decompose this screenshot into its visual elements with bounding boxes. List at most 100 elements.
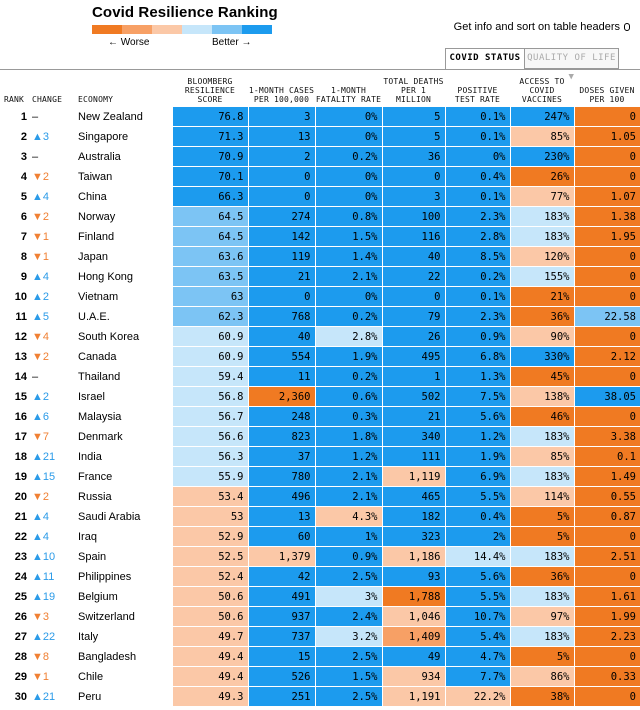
change-cell: ▲4: [32, 506, 78, 527]
fatality-cell: 1.9%: [314, 346, 382, 367]
score-cell: 55.9: [171, 466, 248, 487]
table-row[interactable]: 2 ▲3 Singapore 71.3 13 0% 5 0.1% 85% 1.05: [0, 126, 640, 147]
rank-cell: 1: [0, 106, 32, 127]
economy-cell: Israel: [78, 386, 172, 407]
cases-cell: 2,360: [247, 386, 315, 407]
table-row[interactable]: 3– Australia 70.9 2 0.2% 36 0% 230% 0: [0, 146, 640, 167]
vaccines-cell: 230%: [509, 146, 574, 167]
table-row[interactable]: 28 ▼8 Bangladesh 49.4 15 2.5% 49 4.7% 5% 0: [0, 646, 640, 667]
doses-cell: 0.87: [573, 506, 640, 527]
deaths-cell: 3: [381, 186, 445, 207]
table-row[interactable]: 30 ▲21 Peru 49.3 251 2.5% 1,191 22.2% 38% 0: [0, 686, 640, 707]
score-cell: 66.3: [171, 186, 248, 207]
table-row[interactable]: 9 ▲4 Hong Kong 63.5 21 2.1% 22 0.2% 155% 0: [0, 266, 640, 287]
header-vaccine-access[interactable]: ACCESS TO COVID VACCINES: [519, 77, 565, 104]
change-cell: ▼8: [32, 646, 78, 667]
fatality-cell: 0%: [314, 286, 382, 307]
table-row[interactable]: 17 ▼7 Denmark 56.6 823 1.8% 340 1.2% 183% 3.38: [0, 426, 640, 447]
header-positive-test-rate[interactable]: POSITIVE TEST RATE: [454, 86, 501, 104]
table-row[interactable]: 13 ▼2 Canada 60.9 554 1.9% 495 6.8% 330% 2.12: [0, 346, 640, 367]
fatality-cell: 0%: [314, 166, 382, 187]
table-row[interactable]: 22 ▲4 Iraq 52.9 60 1% 323 2% 5% 0: [0, 526, 640, 547]
positive-cell: 5.4%: [444, 626, 510, 647]
table-row[interactable]: 5 ▲4 China 66.3 0 0% 3 0.1% 77% 1.07: [0, 186, 640, 207]
fatality-cell: 2.8%: [314, 326, 382, 347]
cases-cell: 60: [247, 526, 315, 547]
change-cell: ▼2: [32, 486, 78, 507]
positive-cell: 4.7%: [444, 646, 510, 667]
doses-cell: 1.05: [573, 126, 640, 147]
table-row[interactable]: 8 ▼1 Japan 63.6 119 1.4% 40 8.5% 120% 0: [0, 246, 640, 267]
doses-cell: 1.99: [573, 606, 640, 627]
header-doses-given[interactable]: DOSES GIVEN PER 100: [579, 86, 635, 104]
vaccines-cell: 36%: [509, 566, 574, 587]
deaths-cell: 100: [381, 206, 445, 227]
positive-cell: 7.5%: [444, 386, 510, 407]
table-row[interactable]: 7 ▼1 Finland 64.5 142 1.5% 116 2.8% 183% 1.95: [0, 226, 640, 247]
table-row[interactable]: 16 ▲6 Malaysia 56.7 248 0.3% 21 5.6% 46% 0: [0, 406, 640, 427]
table-row[interactable]: 12 ▼4 South Korea 60.9 40 2.8% 26 0.9% 90% 0: [0, 326, 640, 347]
table-row[interactable]: 20 ▼2 Russia 53.4 496 2.1% 465 5.5% 114% 0.55: [0, 486, 640, 507]
header-resilience-score[interactable]: BLOOMBERG RESILIENCE SCORE: [184, 77, 236, 104]
table-row[interactable]: 23 ▲10 Spain 52.5 1,379 0.9% 1,186 14.4% 183% 2.5…: [0, 546, 640, 567]
cases-cell: 15: [247, 646, 315, 667]
change-cell: ▲10: [32, 546, 78, 567]
economy-cell: U.A.E.: [78, 306, 172, 327]
score-cell: 64.5: [171, 226, 248, 247]
header-total-deaths[interactable]: TOTAL DEATHS PER 1 MILLION: [383, 77, 444, 104]
rank-cell: 16: [0, 406, 32, 427]
change-cell: ▲2: [32, 286, 78, 307]
rank-cell: 9: [0, 266, 32, 287]
table-row[interactable]: 21 ▲4 Saudi Arabia 53 13 4.3% 182 0.4% 5% 0.87: [0, 506, 640, 527]
rank-cell: 12: [0, 326, 32, 347]
table-row[interactable]: 26 ▼3 Switzerland 50.6 937 2.4% 1,046 10.7% 97% 1…: [0, 606, 640, 627]
change-cell: ▼4: [32, 326, 78, 347]
rank-cell: 3: [0, 146, 32, 167]
cases-cell: 42: [247, 566, 315, 587]
score-cell: 63.5: [171, 266, 248, 287]
header-change[interactable]: CHANGE: [32, 95, 63, 104]
table-row[interactable]: 25 ▲19 Belgium 50.6 491 3% 1,788 5.5% 183% 1.61: [0, 586, 640, 607]
score-cell: 71.3: [171, 126, 248, 147]
mouse-icon: [624, 23, 630, 31]
cases-cell: 0: [247, 186, 315, 207]
doses-cell: 0: [573, 366, 640, 387]
tab-quality-of-life[interactable]: QUALITY OF LIFE ▼: [525, 48, 619, 82]
header-cases[interactable]: 1-MONTH CASES PER 100,000: [248, 86, 315, 104]
cases-cell: 248: [247, 406, 315, 427]
header-rank[interactable]: RANK: [4, 95, 25, 104]
cases-cell: 142: [247, 226, 315, 247]
positive-cell: 6.9%: [444, 466, 510, 487]
change-cell: –: [32, 106, 78, 127]
header-economy[interactable]: ECONOMY: [78, 95, 114, 104]
table-row[interactable]: 14– Thailand 59.4 11 0.2% 1 1.3% 45% 0: [0, 366, 640, 387]
vaccines-cell: 86%: [509, 666, 574, 687]
table-row[interactable]: 27 ▲22 Italy 49.7 737 3.2% 1,409 5.4% 183% 2.23: [0, 626, 640, 647]
doses-cell: 0: [573, 106, 640, 127]
positive-cell: 2.3%: [444, 306, 510, 327]
economy-cell: Hong Kong: [78, 266, 172, 287]
table-row[interactable]: 6 ▼2 Norway 64.5 274 0.8% 100 2.3% 183% 1.38: [0, 206, 640, 227]
change-cell: ▲3: [32, 126, 78, 147]
table-hint: Get info and sort on table headers: [454, 21, 630, 33]
change-cell: ▼2: [32, 346, 78, 367]
score-cell: 50.6: [171, 606, 248, 627]
table-row[interactable]: 1– New Zealand 76.8 3 0% 5 0.1% 247% 0: [0, 106, 640, 127]
deaths-cell: 1,409: [381, 626, 445, 647]
table-row[interactable]: 24 ▲11 Philippines 52.4 42 2.5% 93 5.6% 36% 0: [0, 566, 640, 587]
table-row[interactable]: 4 ▼2 Taiwan 70.1 0 0% 0 0.4% 26% 0: [0, 166, 640, 187]
header-fatality-rate[interactable]: 1-MONTH FATALITY RATE: [315, 86, 382, 104]
table-row[interactable]: 29 ▼1 Chile 49.4 526 1.5% 934 7.7% 86% 0.33: [0, 666, 640, 687]
table-row[interactable]: 10 ▲2 Vietnam 63 0 0% 0 0.1% 21% 0: [0, 286, 640, 307]
table-row[interactable]: 11 ▲5 U.A.E. 62.3 768 0.2% 79 2.3% 36% 22.58: [0, 306, 640, 327]
table-row[interactable]: 19 ▲15 France 55.9 780 2.1% 1,119 6.9% 183% 1.49: [0, 466, 640, 487]
rank-cell: 21: [0, 506, 32, 527]
table-row[interactable]: 15 ▲2 Israel 56.8 2,360 0.6% 502 7.5% 138% 38.05: [0, 386, 640, 407]
vaccines-cell: 247%: [509, 106, 574, 127]
tab-covid-status[interactable]: COVID STATUS: [445, 48, 525, 69]
page-title: Covid Resilience Ranking: [92, 4, 278, 21]
deaths-cell: 1,191: [381, 686, 445, 707]
table-row[interactable]: 18 ▲21 India 56.3 37 1.2% 111 1.9% 85% 0.1: [0, 446, 640, 467]
legend-swatch: [242, 25, 272, 34]
legend-worse-label: ← Worse: [108, 37, 150, 48]
